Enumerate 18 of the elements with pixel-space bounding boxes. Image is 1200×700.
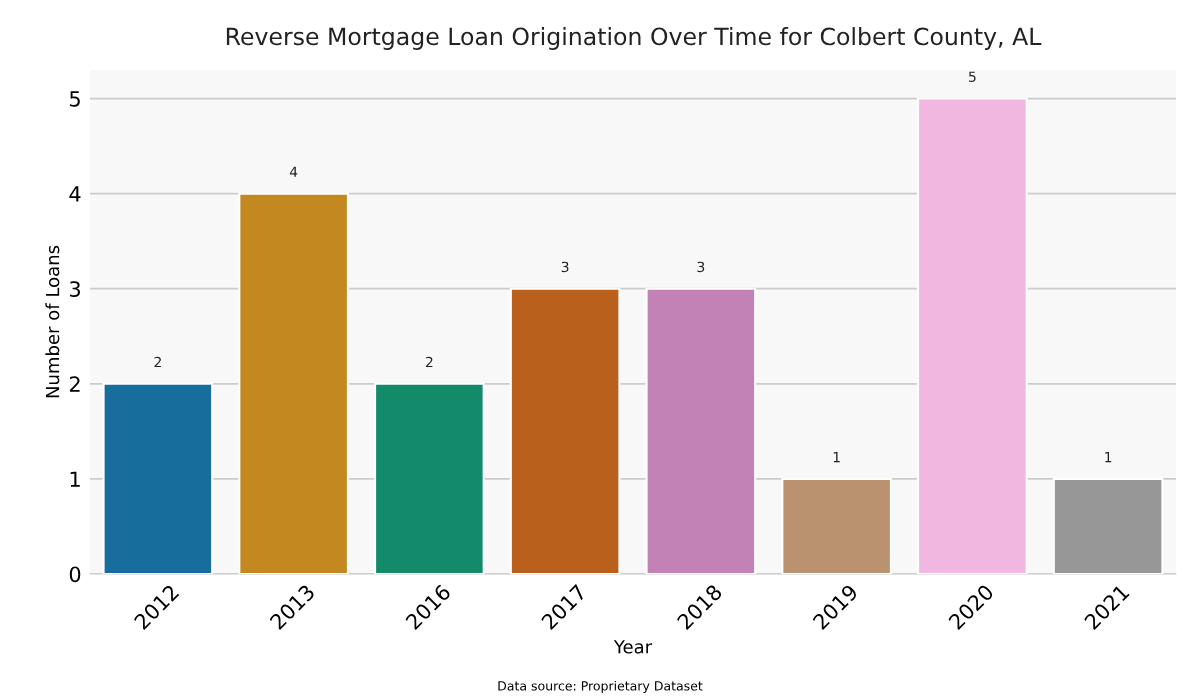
y-tick-label: 0 — [69, 566, 81, 583]
y-axis-title: Number of Loans — [45, 245, 60, 398]
y-tick-label: 5 — [70, 91, 80, 107]
data-label: 2 — [425, 356, 433, 368]
data-label: 1 — [1105, 452, 1112, 463]
data-label: 4 — [289, 166, 298, 177]
data-label: 5 — [969, 71, 976, 82]
data-label: 3 — [697, 261, 705, 273]
y-tick-label: 2 — [69, 376, 80, 392]
x-axis-title: Year — [613, 640, 653, 654]
y-tick-label: 4 — [69, 186, 81, 202]
source-note: Data source: Proprietary Dataset — [498, 680, 703, 693]
chart-title: Reverse Mortgage Loan Origination Over Time for Colbert County, AL — [226, 27, 1042, 50]
data-label: 1 — [833, 452, 840, 463]
y-tick-label: 3 — [70, 281, 80, 297]
data-label: 3 — [561, 261, 569, 273]
data-label: 2 — [154, 356, 161, 368]
y-tick-label: 1 — [70, 471, 80, 487]
